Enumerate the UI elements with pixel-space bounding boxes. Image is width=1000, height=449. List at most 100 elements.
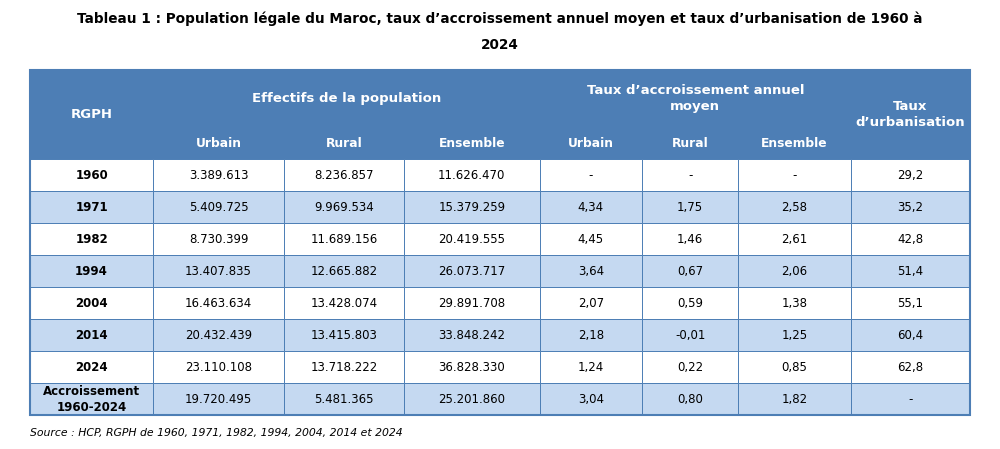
Bar (851, 287, 970, 319)
Bar (642, 352, 738, 383)
Bar (851, 159, 970, 191)
Text: 1,24: 1,24 (578, 361, 604, 374)
Text: 2,58: 2,58 (782, 201, 808, 214)
Text: 2024: 2024 (481, 38, 519, 52)
Text: Ensemble: Ensemble (438, 136, 505, 150)
Bar (738, 224, 851, 255)
Text: 1960: 1960 (75, 169, 108, 182)
Text: 5.409.725: 5.409.725 (189, 201, 248, 214)
Text: 8.236.857: 8.236.857 (314, 169, 374, 182)
Text: 1971: 1971 (75, 201, 108, 214)
Bar (642, 383, 738, 415)
Bar (738, 383, 851, 415)
Text: 4,34: 4,34 (578, 201, 604, 214)
Bar (642, 191, 738, 224)
Text: 13.415.803: 13.415.803 (310, 329, 377, 342)
Bar (284, 127, 404, 159)
Bar (30, 191, 153, 224)
Bar (738, 352, 851, 383)
Bar (642, 255, 738, 287)
Bar (540, 70, 851, 127)
Text: 42,8: 42,8 (897, 233, 924, 246)
Text: -: - (589, 169, 593, 182)
Bar (540, 352, 642, 383)
Bar (540, 287, 642, 319)
Text: 0,85: 0,85 (782, 361, 807, 374)
Text: 2004: 2004 (75, 297, 108, 310)
Bar (404, 287, 540, 319)
Bar (540, 383, 642, 415)
Bar (284, 159, 404, 191)
Bar (153, 383, 284, 415)
Bar (284, 191, 404, 224)
Text: 25.201.860: 25.201.860 (438, 393, 505, 406)
Bar (153, 319, 284, 352)
Bar (851, 352, 970, 383)
Text: 19.720.495: 19.720.495 (185, 393, 252, 406)
Text: -: - (908, 393, 913, 406)
Bar (30, 383, 153, 415)
Text: -: - (688, 169, 692, 182)
Bar (153, 127, 284, 159)
Bar (30, 70, 153, 159)
Text: Urbain: Urbain (568, 136, 614, 150)
Text: Taux
d’urbanisation: Taux d’urbanisation (856, 100, 965, 129)
Text: 11.626.470: 11.626.470 (438, 169, 505, 182)
Bar (404, 255, 540, 287)
Bar (642, 159, 738, 191)
Text: 11.689.156: 11.689.156 (310, 233, 377, 246)
Text: 15.379.259: 15.379.259 (438, 201, 505, 214)
Text: 1,25: 1,25 (781, 329, 808, 342)
Text: Taux d’accroissement annuel
moyen: Taux d’accroissement annuel moyen (587, 84, 804, 113)
Bar (153, 70, 540, 127)
Bar (851, 224, 970, 255)
Bar (284, 224, 404, 255)
Text: Source : HCP, RGPH de 1960, 1971, 1982, 1994, 2004, 2014 et 2024: Source : HCP, RGPH de 1960, 1971, 1982, … (30, 428, 403, 438)
Bar (153, 159, 284, 191)
Bar (738, 191, 851, 224)
Text: 3,04: 3,04 (578, 393, 604, 406)
Text: 29.891.708: 29.891.708 (438, 297, 505, 310)
Text: 62,8: 62,8 (897, 361, 924, 374)
Text: 2,18: 2,18 (578, 329, 604, 342)
Bar (642, 127, 738, 159)
Text: Effectifs de la population: Effectifs de la population (252, 92, 441, 105)
Text: Tableau 1 : Population légale du Maroc, taux d’accroissement annuel moyen et tau: Tableau 1 : Population légale du Maroc, … (77, 11, 923, 26)
Text: 13.407.835: 13.407.835 (185, 265, 252, 278)
Text: RGPH: RGPH (71, 108, 113, 121)
Bar (738, 159, 851, 191)
Bar (540, 224, 642, 255)
Bar (642, 224, 738, 255)
Text: 29,2: 29,2 (897, 169, 924, 182)
Text: 16.463.634: 16.463.634 (185, 297, 252, 310)
Bar (851, 70, 970, 159)
Bar (540, 255, 642, 287)
Bar (153, 352, 284, 383)
Bar (153, 255, 284, 287)
Text: 1,46: 1,46 (677, 233, 703, 246)
Text: 35,2: 35,2 (897, 201, 923, 214)
Bar (30, 159, 153, 191)
Bar (851, 255, 970, 287)
Bar (284, 383, 404, 415)
Bar (851, 191, 970, 224)
Bar (284, 319, 404, 352)
Text: 33.848.242: 33.848.242 (438, 329, 505, 342)
Text: -0,01: -0,01 (675, 329, 705, 342)
Text: 60,4: 60,4 (897, 329, 924, 342)
Bar (30, 255, 153, 287)
Text: 12.665.882: 12.665.882 (310, 265, 377, 278)
Text: 8.730.399: 8.730.399 (189, 233, 248, 246)
Text: 3.389.613: 3.389.613 (189, 169, 248, 182)
Bar (153, 191, 284, 224)
Text: 2,06: 2,06 (781, 265, 808, 278)
Text: 23.110.108: 23.110.108 (185, 361, 252, 374)
Bar (851, 319, 970, 352)
Bar (153, 287, 284, 319)
Text: 20.419.555: 20.419.555 (438, 233, 505, 246)
Bar (404, 383, 540, 415)
Text: 1994: 1994 (75, 265, 108, 278)
Bar (404, 127, 540, 159)
Text: 1,75: 1,75 (677, 201, 703, 214)
Bar (30, 70, 970, 415)
